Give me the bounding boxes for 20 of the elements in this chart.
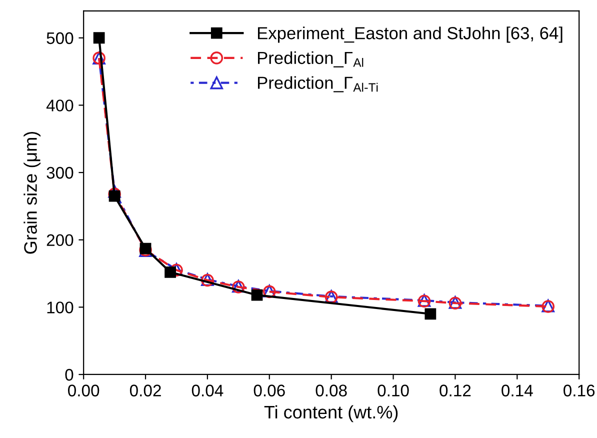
y-axis-title: Grain size (μm) — [24, 132, 40, 254]
x-tick-label: 0.00 — [68, 384, 100, 396]
x-tick-label: 0.12 — [440, 384, 471, 396]
y-tick-label: 100 — [47, 302, 74, 314]
x-tick-label: 0.10 — [378, 384, 409, 396]
legend-label: Experiment_Easton and StJohn [63, 64] — [258, 26, 562, 43]
y-tick-label: 300 — [46, 166, 74, 179]
y-tick-label: 500 — [46, 32, 74, 44]
x-tick-label: 0.06 — [254, 384, 285, 396]
x-axis-title: Ti content (wt.%) — [264, 405, 398, 422]
legend-label: Prediction_Γ$_{Al}$ — [258, 51, 364, 68]
y-tick-label: 200 — [46, 234, 74, 246]
x-tick-label: 0.08 — [316, 384, 347, 396]
x-tick-label: 0.14 — [502, 384, 533, 396]
x-tick-label: 0.16 — [564, 384, 595, 396]
x-tick-label: 0.02 — [130, 384, 161, 396]
y-tick-label: 400 — [46, 100, 74, 112]
y-tick-label: 0 — [65, 368, 74, 381]
x-tick-label: 0.04 — [192, 384, 224, 396]
legend-label: Prediction_Γ$_{Al-Ti}$ — [258, 76, 378, 92]
